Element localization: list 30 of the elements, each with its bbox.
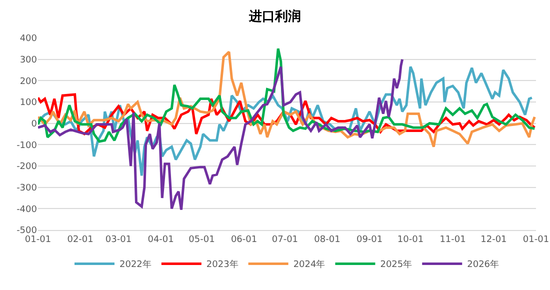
y-tick-label: -400 — [16, 204, 38, 215]
y-tick-label: -300 — [16, 183, 38, 194]
x-tick-label: 09-01 — [356, 234, 383, 245]
x-tick-label: 04-01 — [148, 234, 174, 245]
legend-label: 2024年 — [293, 259, 326, 270]
legend-label: 2022年 — [120, 259, 152, 270]
x-tick-label: 01-01 — [24, 234, 52, 245]
x-tick-label: 03-01 — [105, 234, 132, 245]
y-tick-label: -500 — [16, 226, 38, 236]
legend-label: 2023年 — [206, 259, 238, 270]
line-series — [38, 58, 404, 211]
chart-title: 进口利润 — [248, 8, 301, 25]
legend-label: 2026年 — [467, 259, 500, 270]
y-tick-label: 200 — [20, 76, 38, 87]
x-tick-label: 12-01 — [480, 234, 507, 245]
y-tick-label: -100 — [16, 140, 38, 151]
x-tick-label: 11-01 — [440, 234, 466, 245]
x-tick-label: 10-01 — [397, 234, 424, 245]
x-tick-label: 07-01 — [272, 234, 298, 245]
legend-label: 2025年 — [380, 259, 412, 270]
y-tick-label: -200 — [16, 162, 38, 172]
x-tick-label: 05-01 — [188, 234, 215, 245]
x-tick-label: 02-01 — [67, 234, 94, 245]
x-tick-label: 01-01 — [522, 234, 550, 245]
x-tick-label: 06-01 — [230, 234, 258, 245]
x-tick-label: 08-01 — [314, 234, 340, 245]
y-tick-label: 100 — [20, 98, 38, 108]
y-tick-label: 300 — [20, 55, 38, 66]
y-tick-label: 400 — [20, 34, 38, 44]
y-tick-label: 0 — [31, 119, 38, 130]
